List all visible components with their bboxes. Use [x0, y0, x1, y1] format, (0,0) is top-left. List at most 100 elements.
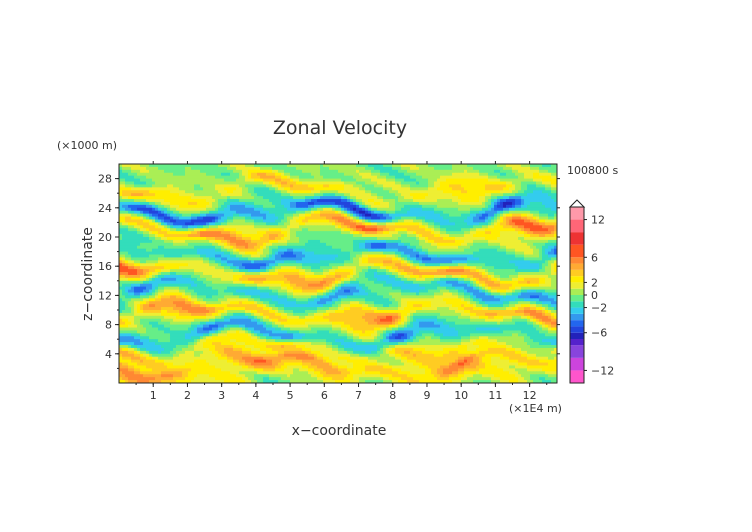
field-cell [431, 254, 435, 258]
field-cell [464, 222, 468, 226]
field-cell [485, 204, 489, 209]
field-cell [170, 193, 174, 197]
field-cell [395, 225, 399, 229]
field-cell [266, 222, 270, 226]
field-cell [539, 184, 543, 188]
field-cell [221, 251, 225, 255]
field-cell [239, 164, 243, 168]
field-cell [317, 172, 321, 177]
field-cell [254, 196, 258, 200]
field-cell [155, 164, 159, 168]
field-cell [446, 260, 450, 264]
field-cell [203, 231, 207, 235]
field-cell [548, 225, 552, 229]
field-cell [242, 184, 246, 188]
field-cell [422, 225, 426, 229]
field-cell [239, 169, 243, 174]
field-cell [527, 199, 531, 203]
field-cell [542, 257, 546, 261]
field-cell [545, 242, 549, 247]
field-cell [188, 169, 192, 174]
field-cell [368, 260, 372, 264]
field-cell [377, 184, 381, 188]
field-cell [434, 245, 438, 250]
field-cell [224, 172, 228, 177]
field-cell [152, 164, 156, 168]
field-cell [386, 234, 390, 238]
field-cell [272, 175, 276, 179]
field-cell [377, 172, 381, 177]
field-cell [260, 199, 264, 203]
field-cell [461, 251, 465, 255]
field-cell [509, 237, 513, 241]
field-cell [401, 187, 405, 191]
field-cell [452, 216, 456, 220]
field-cell [473, 237, 477, 241]
field-cell [338, 201, 342, 206]
field-cell [176, 251, 180, 255]
field-cell [305, 216, 309, 220]
field-cell [416, 248, 420, 252]
field-cell [209, 228, 213, 232]
field-cell [362, 178, 366, 182]
field-cell [245, 184, 249, 188]
field-cell [398, 213, 402, 217]
field-cell [473, 193, 477, 197]
field-cell [467, 178, 471, 182]
field-cell [128, 196, 132, 200]
field-cell [368, 172, 372, 177]
field-cell [293, 201, 297, 206]
field-cell [269, 254, 273, 258]
field-cell [161, 239, 165, 244]
field-cell [377, 222, 381, 226]
field-cell [332, 187, 336, 191]
field-cell [527, 184, 531, 188]
field-cell [128, 225, 132, 229]
field-cell [440, 201, 444, 206]
field-cell [452, 164, 456, 168]
field-cell [467, 234, 471, 238]
field-cell [143, 164, 147, 168]
field-cell [512, 210, 516, 215]
field-cell [488, 178, 492, 182]
field-cell [491, 245, 495, 250]
field-cell [185, 196, 189, 200]
field-cell [149, 169, 153, 174]
field-cell [341, 204, 345, 209]
field-cell [179, 245, 183, 250]
field-cell [458, 260, 462, 264]
field-cell [257, 216, 261, 220]
field-cell [377, 260, 381, 264]
field-cell [431, 231, 435, 235]
field-cell [287, 181, 291, 185]
field-cell [308, 175, 312, 179]
field-cell [350, 248, 354, 252]
field-cell [203, 193, 207, 197]
field-cell [467, 251, 471, 255]
field-cell [248, 231, 252, 235]
field-cell [200, 199, 204, 203]
field-cell [167, 187, 171, 191]
field-cell [353, 239, 357, 244]
field-cell [233, 204, 237, 209]
field-cell [131, 242, 135, 247]
field-cell [230, 257, 234, 261]
field-cell [128, 164, 132, 168]
field-cell [266, 245, 270, 250]
field-cell [122, 263, 126, 267]
field-cell [290, 201, 294, 206]
field-cell [224, 237, 228, 241]
field-cell [407, 251, 411, 255]
field-cell [440, 237, 444, 241]
field-cell [410, 193, 414, 197]
field-cell [206, 213, 210, 217]
field-cell [188, 231, 192, 235]
field-cell [146, 257, 150, 261]
field-cell [419, 166, 423, 171]
field-cell [188, 216, 192, 220]
field-cell [122, 190, 126, 194]
field-cell [152, 260, 156, 264]
field-cell [296, 231, 300, 235]
field-cell [323, 178, 327, 182]
field-cell [482, 175, 486, 179]
